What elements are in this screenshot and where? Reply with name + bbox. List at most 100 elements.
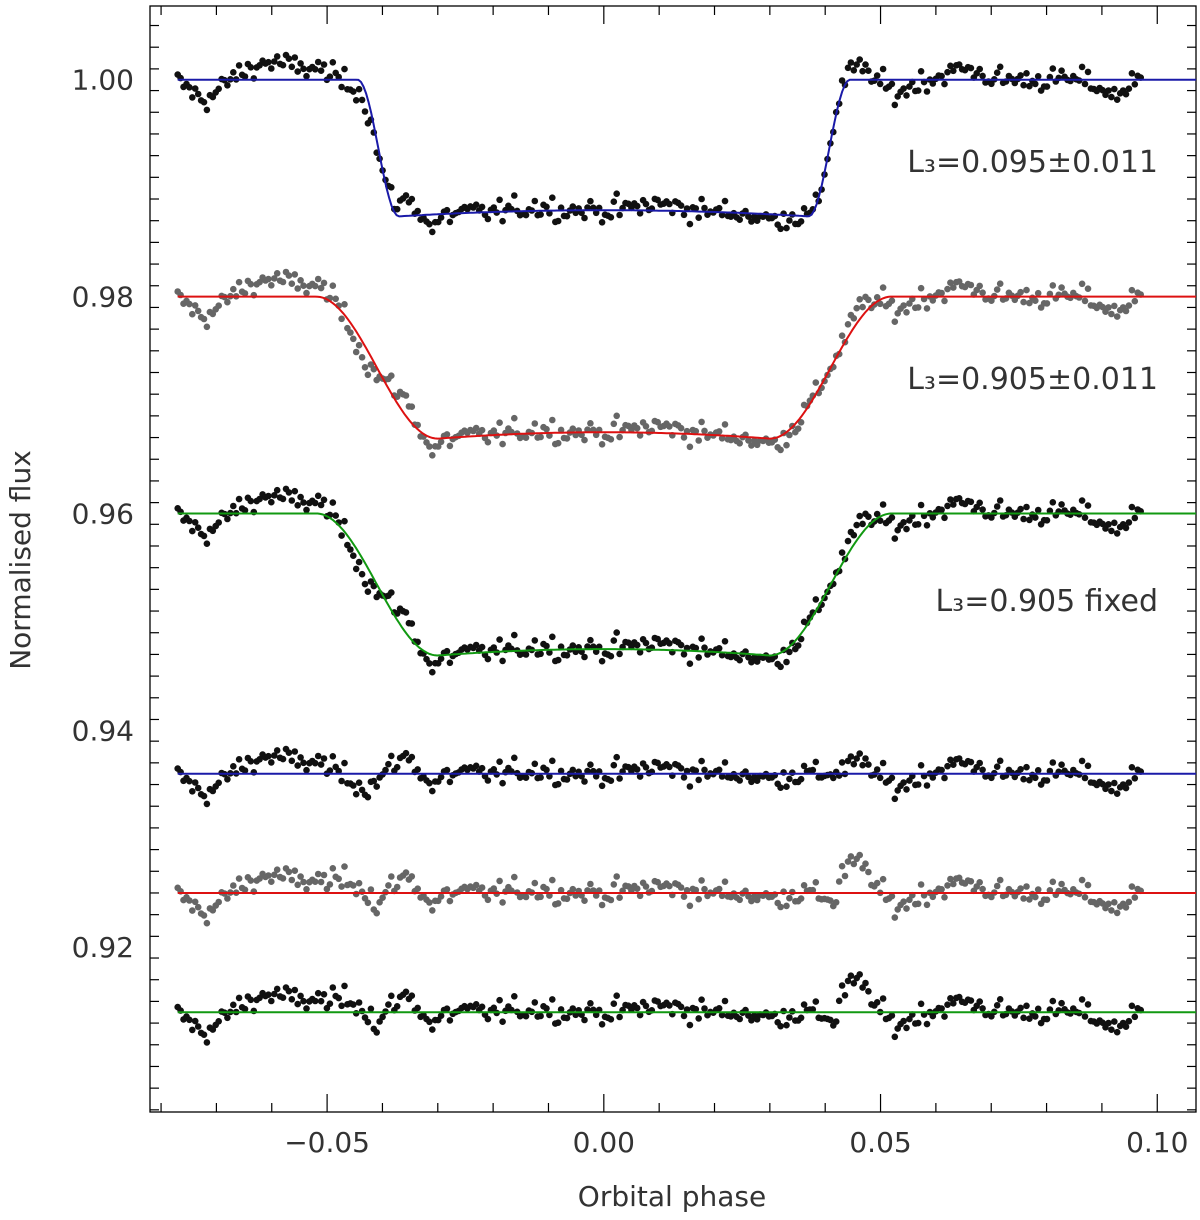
data-point <box>543 425 550 433</box>
data-point <box>303 72 310 80</box>
data-point <box>929 893 937 901</box>
model-line <box>177 78 1196 218</box>
data-point <box>1058 67 1065 74</box>
model-line <box>177 512 1196 657</box>
data-point <box>636 1011 644 1019</box>
data-point <box>350 552 357 559</box>
data-point <box>285 868 293 876</box>
data-point <box>879 65 887 73</box>
data-point <box>230 502 237 510</box>
data-point <box>350 335 357 343</box>
data-point <box>777 903 784 911</box>
data-point <box>721 878 729 885</box>
data-point <box>827 897 834 904</box>
data-point <box>496 996 503 1004</box>
data-point <box>402 869 410 876</box>
data-point <box>549 633 556 641</box>
data-point <box>950 67 957 75</box>
data-point <box>683 205 691 212</box>
data-point <box>636 210 644 217</box>
data-point <box>1032 1013 1039 1020</box>
data-point <box>294 502 302 509</box>
data-point <box>616 775 623 782</box>
data-point <box>426 660 433 667</box>
data-point <box>194 903 202 911</box>
data-point <box>191 302 199 309</box>
data-point <box>224 895 231 902</box>
data-point <box>247 877 255 884</box>
data-point <box>1081 80 1089 88</box>
data-point <box>303 886 310 893</box>
data-point <box>241 1005 249 1013</box>
data-point <box>979 1005 986 1012</box>
data-point <box>680 893 688 900</box>
y-tick-label: 0.92 <box>72 931 134 964</box>
data-point <box>329 282 337 290</box>
data-point <box>598 657 606 665</box>
data-point <box>850 67 858 74</box>
data-point <box>350 782 357 789</box>
data-point <box>490 644 498 651</box>
data-point <box>203 540 211 547</box>
data-point <box>680 1012 688 1020</box>
data-point <box>496 419 503 427</box>
data-point <box>1111 779 1118 787</box>
data-point <box>189 94 196 101</box>
data-point <box>408 620 416 627</box>
data-point <box>976 759 983 767</box>
data-point <box>303 506 310 514</box>
data-point <box>715 1005 723 1012</box>
data-point <box>265 872 272 879</box>
data-point <box>569 642 577 649</box>
data-point <box>955 874 963 882</box>
data-point <box>718 651 726 659</box>
data-point <box>338 777 345 785</box>
data-point <box>297 277 304 284</box>
data-point <box>414 766 422 773</box>
data-point <box>1046 767 1054 775</box>
data-point <box>862 979 869 987</box>
data-point <box>1084 68 1092 76</box>
data-point <box>1081 1013 1089 1020</box>
data-point <box>718 211 726 219</box>
data-point <box>288 996 296 1003</box>
data-point <box>569 766 577 774</box>
data-point <box>955 755 963 762</box>
data-point <box>1034 73 1042 80</box>
data-point <box>297 60 304 67</box>
data-point <box>1113 96 1121 103</box>
data-point <box>429 668 436 676</box>
data-point <box>303 289 310 297</box>
data-point <box>215 898 222 906</box>
data-point <box>1043 83 1051 90</box>
data-point <box>499 779 506 787</box>
data-point <box>873 999 881 1006</box>
data-point <box>873 294 881 301</box>
data-point <box>610 420 618 428</box>
data-point <box>414 207 422 215</box>
data-point <box>531 760 539 768</box>
data-point <box>329 59 337 66</box>
data-point <box>1032 774 1039 782</box>
data-point <box>311 878 319 885</box>
data-point <box>862 755 869 762</box>
data-point <box>273 270 281 277</box>
data-point <box>320 991 328 998</box>
data-point <box>941 297 948 305</box>
data-point <box>549 876 556 884</box>
data-point <box>1081 297 1089 305</box>
data-point <box>332 295 340 303</box>
data-point <box>355 999 363 1006</box>
data-point <box>1113 790 1121 797</box>
data-point <box>490 204 498 211</box>
data-point <box>900 519 907 526</box>
data-point <box>680 211 688 219</box>
data-point <box>569 425 577 433</box>
y-tick-label: 1.00 <box>72 64 134 97</box>
data-point <box>695 654 702 661</box>
data-point <box>800 762 808 770</box>
data-point <box>786 648 793 656</box>
data-point <box>443 766 451 774</box>
data-point <box>285 987 293 995</box>
data-point <box>569 1005 577 1012</box>
